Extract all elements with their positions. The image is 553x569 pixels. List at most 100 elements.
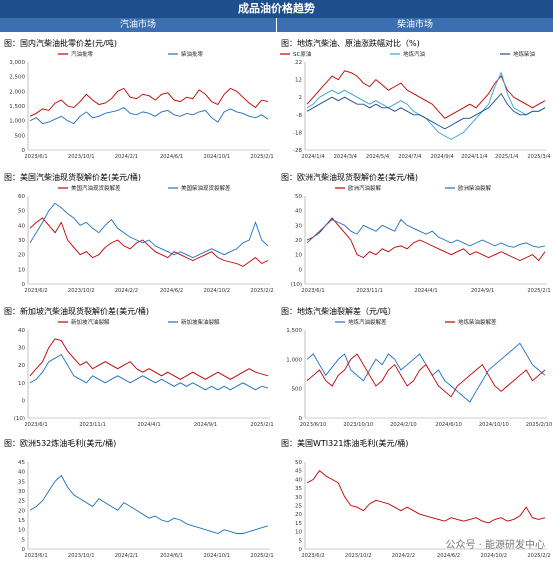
page-title: 成品油价格趋势 (0, 0, 553, 18)
x-tick-label: 2024/2/1 (115, 553, 138, 559)
y-tick-label: 5 (22, 537, 26, 543)
chart-3-svg: (10) 0 10 20 30 40 50 2023/6/1 2023/11/1 2024/4/1… (291, 184, 551, 294)
y-tick-label: 10 (18, 528, 25, 534)
y-tick-label: 15 (295, 521, 302, 527)
y-tick-label: 40 (18, 223, 25, 229)
x-tick-label: 2023/10/2 (68, 288, 95, 294)
y-tick-label: 2 (299, 95, 303, 101)
y-tick-label: 5 (299, 538, 303, 544)
x-tick-label: 2024/2/2 (115, 288, 138, 294)
y-tick-label: 1,500 (286, 328, 302, 334)
y-tick-label: 1,000 (9, 119, 25, 125)
chart-title: 图：国内汽柴油批零价差(元/吨) (4, 39, 117, 48)
legend-label: 新加坡汽油裂解 (71, 318, 110, 326)
legend-label: 柴油批零 (181, 50, 204, 58)
y-tick-label: -18 (293, 130, 302, 136)
chart-6-svg: 0 5 10 15 20 25 30 35 40 45 2023/6/1 2023/10/1 2024/… (18, 460, 274, 559)
x-tick-label: 2024/9/4 (430, 154, 454, 160)
x-tick-label: 2025/2/2 (250, 288, 273, 294)
y-tick-label: -28 (293, 148, 302, 154)
chart-4-svg: (10) 0 10 20 30 40 2023/6/1 2023/11/1 2024/4/1 20… (14, 318, 274, 428)
y-tick-label: 1,500 (9, 104, 25, 110)
x-tick-label: 2024/1/4 (301, 154, 325, 160)
x-tick-label: 2024/2/2 (392, 553, 415, 559)
x-tick-label: 2024/11/4 (461, 154, 488, 160)
y-tick-label: 60 (18, 194, 25, 200)
chart-panel-0: 图：国内汽柴油批零价差(元/吨) 0 500 1,000 1,500 2,000 2,50… (0, 38, 276, 166)
y-tick-label: 50 (295, 194, 302, 200)
series-line (306, 218, 546, 248)
chart-5-svg: 0 500 1,000 1,500 2023/6/10 2023/10/10 2024/2/… (286, 318, 552, 428)
y-tick-label: 45 (295, 469, 302, 475)
x-tick-label: 2024/5/4 (366, 154, 390, 160)
y-tick-label: 40 (18, 328, 25, 334)
x-tick-label: 2024/6/2 (160, 288, 183, 294)
chart-panel-7: 图：美国WTI321炼油毛利(美元/桶) 0 5 10 15 20 25 30 35 40 45 5… (277, 438, 553, 565)
chart-1-svg: -28 -18 -8 2 12 22 2024/1/4 2024/3/4 2024/5/4 202… (280, 50, 551, 160)
x-tick-label: 2023/10/1 (68, 154, 95, 160)
y-tick-label: 22 (295, 60, 302, 66)
y-tick-label: 30 (18, 346, 25, 352)
x-tick-label: 2023/6/10 (300, 422, 327, 428)
y-tick-label: 50 (295, 460, 302, 466)
y-tick-label: 500 (15, 133, 26, 139)
chart-7-svg: 0 5 10 15 20 25 30 35 40 45 50 2023/6/2 2023/10/2 202… (295, 460, 551, 559)
x-tick-label: 2025/3/4 (527, 154, 551, 160)
legend-label: 汽油批零 (71, 50, 94, 58)
legend-label: 新加坡柴油裂解 (181, 318, 220, 326)
y-tick-label: 20 (295, 238, 302, 244)
series-line (29, 474, 269, 534)
x-tick-label: 2023/11/1 (356, 288, 383, 294)
y-tick-label: (10) (291, 282, 302, 288)
y-tick-label: 20 (18, 508, 25, 514)
series-line (306, 217, 546, 262)
x-tick-label: 2024/6/1 (160, 553, 183, 559)
y-tick-label: 0 (299, 267, 303, 273)
y-tick-label: 30 (18, 489, 25, 495)
y-tick-label: 30 (295, 495, 302, 501)
y-tick-label: 30 (295, 223, 302, 229)
legend-label: 美国汽油现货裂解差 (71, 184, 121, 192)
x-tick-label: 2024/3/4 (334, 154, 358, 160)
y-tick-label: 50 (18, 209, 25, 215)
chart-panel-4: 图：新加坡汽柴油现货裂解价差(美元/桶) (10) 0 10 20 30 40 2023/6… (0, 306, 276, 434)
series-line (306, 342, 546, 403)
chart-panel-1: 图：地炼汽柴油、原油涨跌幅对比（%) -28 -18 -8 2 12 22 2024/1/4… (277, 38, 553, 166)
series-line (29, 87, 269, 117)
chart-panel-2: 图：美国汽柴油现货裂解价差(美元/桶) 0 10 20 30 40 50 60 2023/6/… (0, 172, 276, 300)
legend-label: 地炼汽油裂解差 (348, 318, 387, 326)
chart-panel-3: 图：欧洲汽柴油现货裂解价差(美元/桶) (10) 0 10 20 30 40 50 2023/… (277, 172, 553, 300)
y-tick-label: 20 (18, 363, 25, 369)
legend-label: SC原油 (293, 50, 312, 58)
x-tick-label: 2024/4/1 (414, 288, 437, 294)
x-tick-label: 2024/2/1 (115, 154, 138, 160)
y-tick-label: 12 (295, 78, 302, 84)
y-tick-label: 10 (18, 381, 25, 387)
x-tick-label: 2024/4/1 (137, 422, 160, 428)
x-tick-label: 2023/6/2 (301, 553, 324, 559)
x-tick-label: 2023/6/1 (301, 288, 324, 294)
y-tick-label: 40 (295, 209, 302, 215)
y-tick-label: 0 (299, 416, 303, 422)
x-tick-label: 2024/7/4 (398, 154, 422, 160)
x-tick-label: 2024/6/1 (160, 154, 183, 160)
x-tick-label: 2024/10/2 (203, 288, 230, 294)
y-tick-label: 40 (295, 477, 302, 483)
x-tick-label: 2025/1/4 (495, 154, 519, 160)
y-tick-label: 500 (292, 387, 303, 393)
chart-title: 图：欧洲532炼油毛利(美元/桶) (4, 439, 117, 448)
series-line (306, 470, 546, 524)
x-tick-label: 2025/2/1 (527, 288, 550, 294)
chart-title: 图：欧洲汽柴油现货裂解价差(美元/桶) (281, 173, 418, 182)
series-line (306, 353, 546, 398)
chart-panel-5: 图：地炼汽柴油裂解差（元/吨） 0 500 1,000 1,500 2023/6/10 2… (277, 306, 553, 434)
legend-label: 地炼汽油 (403, 50, 426, 58)
chart-panel-6: 图：欧洲532炼油毛利(美元/桶) 0 5 10 15 20 25 30 35 40 45 2023… (0, 438, 276, 565)
x-tick-label: 2023/10/10 (343, 422, 373, 428)
y-tick-label: 25 (295, 504, 302, 510)
gasoline-market-header: 汽油市场 (0, 18, 276, 32)
series-line (29, 202, 269, 259)
chart-title: 图：新加坡汽柴油现货裂解价差(美元/桶) (4, 307, 149, 316)
y-tick-label: 20 (18, 253, 25, 259)
x-tick-label: 2024/10/2 (480, 553, 507, 559)
